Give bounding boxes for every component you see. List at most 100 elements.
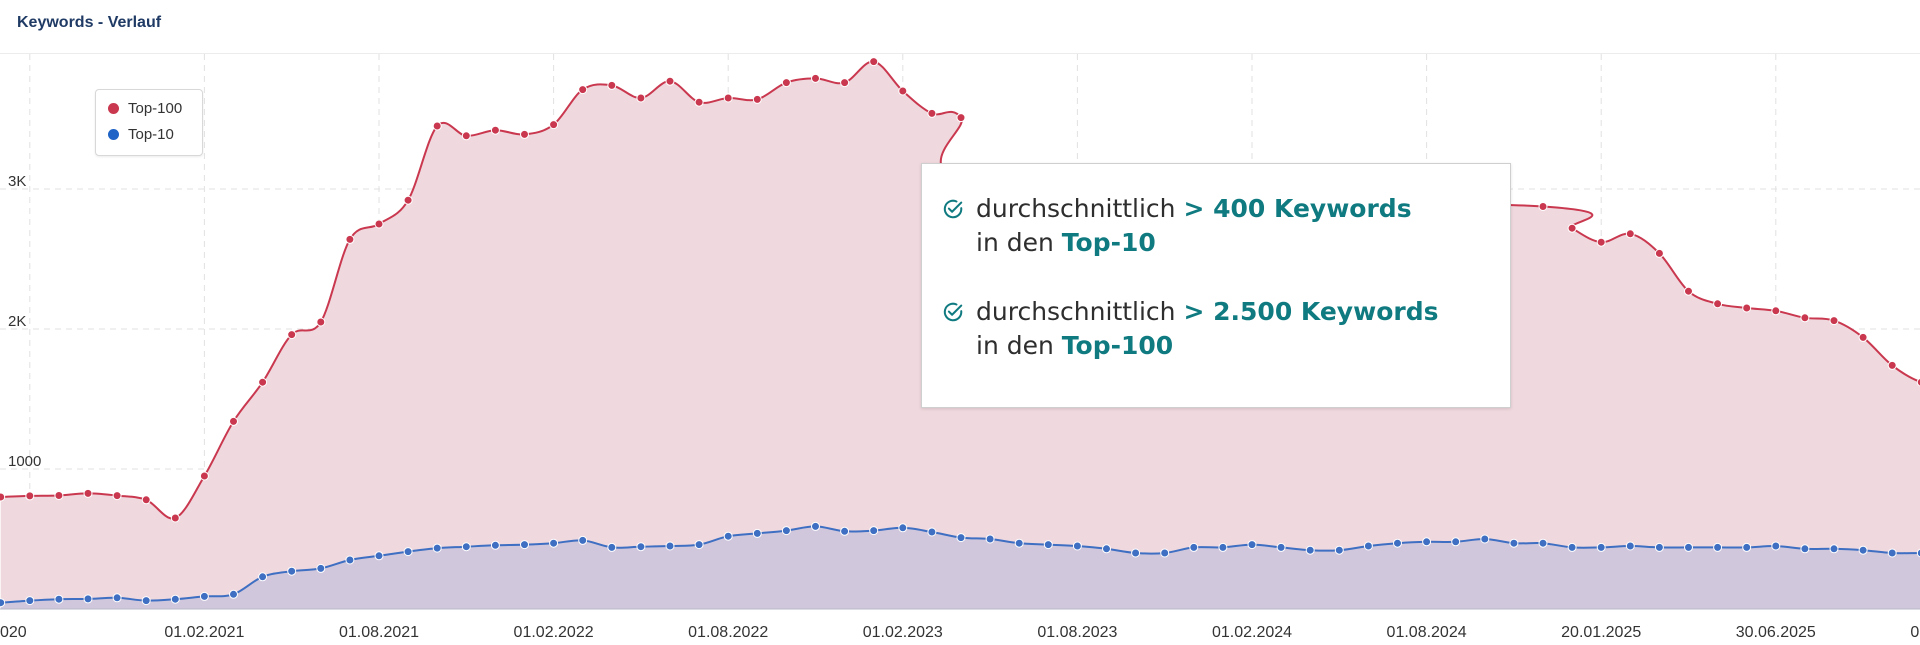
data-point[interactable] [1538, 538, 1548, 548]
data-point[interactable] [1713, 299, 1723, 309]
data-point[interactable] [985, 534, 995, 544]
data-point[interactable] [403, 195, 413, 205]
data-point[interactable] [287, 330, 297, 340]
data-point[interactable] [345, 555, 355, 565]
data-point[interactable] [1684, 286, 1693, 296]
data-point[interactable] [723, 93, 733, 103]
legend-item-top-10[interactable]: Top-10 [108, 126, 174, 144]
data-point[interactable] [869, 57, 879, 67]
data-point[interactable] [956, 113, 966, 123]
data-point[interactable] [607, 80, 617, 90]
data-point[interactable] [1654, 248, 1664, 258]
data-point[interactable] [1771, 306, 1781, 316]
data-point[interactable] [752, 528, 762, 538]
data-point[interactable] [112, 491, 122, 501]
data-point[interactable] [1887, 360, 1897, 370]
data-point[interactable] [665, 76, 675, 86]
data-point[interactable] [490, 125, 500, 135]
data-point[interactable] [1334, 545, 1344, 555]
data-point[interactable] [927, 527, 937, 537]
data-point[interactable] [1800, 313, 1810, 323]
data-point[interactable] [1713, 542, 1723, 552]
data-point[interactable] [549, 538, 559, 548]
data-point[interactable] [1654, 542, 1664, 552]
data-point[interactable] [636, 93, 646, 103]
data-point[interactable] [1887, 548, 1897, 558]
data-point[interactable] [1072, 541, 1082, 551]
data-point[interactable] [811, 521, 820, 531]
data-point[interactable] [25, 491, 35, 501]
data-point[interactable] [461, 131, 471, 141]
data-point[interactable] [665, 541, 675, 551]
data-point[interactable] [1771, 541, 1781, 551]
data-point[interactable] [1189, 542, 1199, 552]
data-point[interactable] [199, 591, 209, 601]
data-point[interactable] [1858, 545, 1868, 555]
data-point[interactable] [54, 491, 64, 500]
data-point[interactable] [1043, 540, 1053, 550]
data-point[interactable] [258, 377, 268, 387]
data-point[interactable] [840, 526, 850, 536]
data-point[interactable] [170, 594, 180, 604]
data-point[interactable] [83, 488, 93, 498]
data-point[interactable] [199, 471, 209, 481]
data-point[interactable] [1829, 316, 1839, 326]
data-point[interactable] [898, 523, 908, 533]
data-point[interactable] [1509, 538, 1519, 548]
data-point[interactable] [811, 73, 820, 83]
data-point[interactable] [1625, 541, 1635, 551]
data-point[interactable] [1480, 534, 1490, 544]
data-point[interactable] [1247, 540, 1257, 550]
data-point[interactable] [403, 547, 413, 557]
data-point[interactable] [752, 94, 762, 104]
data-point[interactable] [1305, 545, 1315, 555]
data-point[interactable] [170, 513, 180, 523]
data-point[interactable] [0, 492, 6, 502]
data-point[interactable] [1218, 542, 1228, 552]
data-point[interactable] [229, 589, 238, 599]
data-point[interactable] [1625, 229, 1635, 239]
data-point[interactable] [1422, 537, 1432, 547]
data-point[interactable] [490, 540, 500, 550]
data-point[interactable] [0, 598, 6, 608]
data-point[interactable] [781, 526, 791, 536]
data-point[interactable] [432, 543, 442, 553]
data-point[interactable] [1596, 542, 1606, 552]
data-point[interactable] [723, 531, 733, 541]
data-point[interactable] [520, 129, 529, 139]
data-point[interactable] [1858, 332, 1868, 342]
data-point[interactable] [374, 551, 384, 561]
data-point[interactable] [1393, 538, 1402, 548]
data-point[interactable] [1451, 537, 1461, 547]
data-point[interactable] [83, 594, 93, 604]
data-point[interactable] [1916, 548, 1920, 558]
data-point[interactable] [840, 78, 850, 88]
legend-item-top-100[interactable]: Top-100 [108, 100, 182, 118]
data-point[interactable] [520, 540, 529, 550]
data-point[interactable] [898, 86, 908, 96]
data-point[interactable] [461, 542, 471, 552]
data-point[interactable] [1131, 548, 1141, 558]
data-point[interactable] [927, 108, 937, 118]
data-point[interactable] [287, 566, 297, 576]
data-point[interactable] [25, 596, 35, 606]
data-point[interactable] [781, 78, 791, 88]
data-point[interactable] [1742, 303, 1752, 313]
data-point[interactable] [956, 533, 966, 543]
data-point[interactable] [229, 416, 238, 426]
data-point[interactable] [636, 542, 646, 552]
data-point[interactable] [1596, 237, 1606, 247]
data-point[interactable] [694, 540, 704, 550]
data-point[interactable] [316, 563, 326, 573]
data-point[interactable] [578, 85, 588, 95]
data-point[interactable] [316, 317, 326, 327]
data-point[interactable] [432, 121, 442, 131]
data-point[interactable] [54, 594, 64, 604]
data-point[interactable] [1363, 541, 1373, 551]
data-point[interactable] [258, 572, 268, 582]
data-point[interactable] [869, 526, 879, 536]
data-point[interactable] [1567, 542, 1577, 552]
data-point[interactable] [549, 120, 559, 130]
data-point[interactable] [1276, 542, 1286, 552]
data-point[interactable] [345, 234, 355, 244]
